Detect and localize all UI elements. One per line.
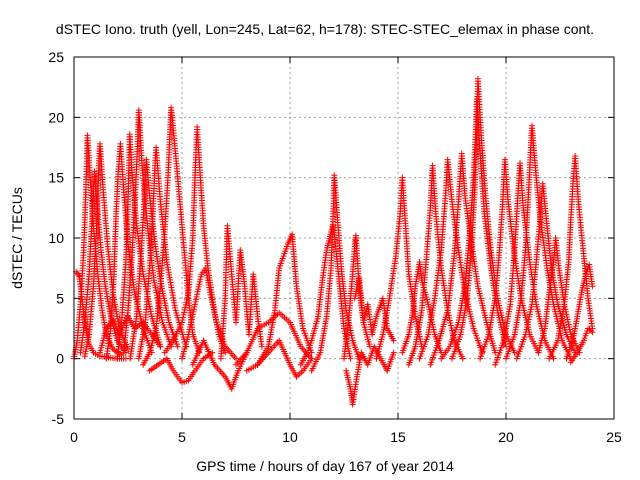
series xyxy=(120,107,175,356)
data-point xyxy=(157,343,164,350)
series xyxy=(161,123,229,356)
series xyxy=(146,349,216,386)
chart-title: dSTEC Iono. truth (yell, Lon=245, Lat=62… xyxy=(56,21,594,37)
data-points xyxy=(71,75,596,408)
series xyxy=(217,222,265,362)
series xyxy=(351,274,397,344)
series xyxy=(438,96,509,362)
series xyxy=(341,232,373,362)
data-point xyxy=(174,343,181,350)
series xyxy=(81,140,131,360)
series xyxy=(308,172,363,374)
